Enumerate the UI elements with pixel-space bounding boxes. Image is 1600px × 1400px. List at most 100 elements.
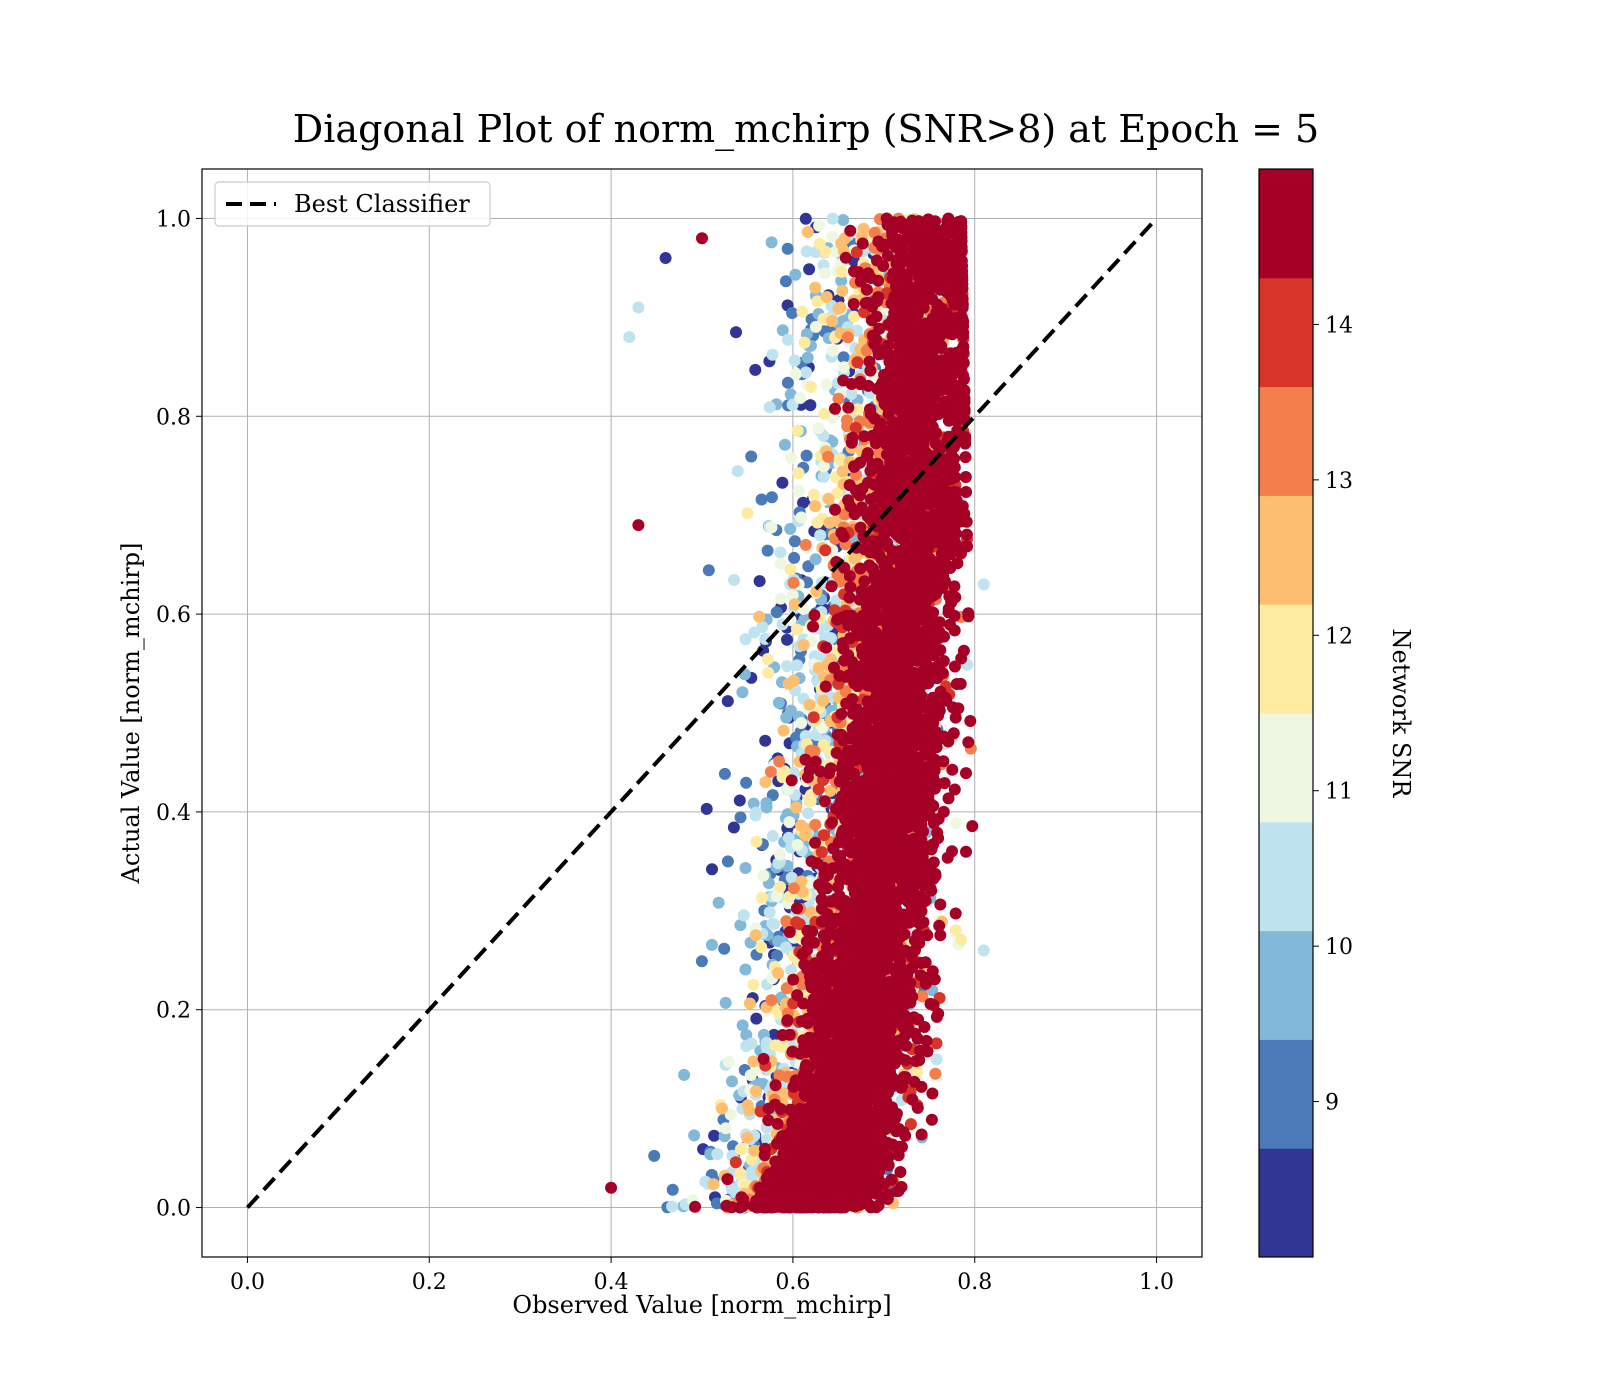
scatter-point: [726, 1183, 739, 1196]
scatter-point: [695, 955, 708, 968]
scatter-point: [776, 324, 789, 337]
scatter-point: [799, 829, 812, 842]
scatter-point: [782, 333, 794, 346]
scatter-point: [817, 460, 830, 473]
scatter-point: [950, 817, 962, 830]
scatter-point: [740, 1040, 753, 1052]
scatter-point: [809, 553, 822, 566]
scatter-point: [782, 783, 795, 796]
scatter-point: [798, 336, 811, 349]
scatter-point: [750, 835, 763, 848]
scatter-point: [739, 963, 752, 976]
scatter-point: [737, 909, 750, 922]
scatter-point: [740, 776, 753, 789]
scatter-point: [769, 1039, 782, 1052]
scatter-point: [678, 1068, 691, 1081]
scatter-point: [796, 305, 809, 318]
scatter-point: [791, 659, 804, 672]
scatter-point: [706, 863, 718, 876]
scatter-point: [781, 660, 793, 673]
scatter-point: [765, 491, 778, 504]
scatter-point: [761, 653, 774, 665]
scatter-point: [750, 1012, 763, 1025]
scatter-point: [790, 916, 803, 929]
scatter-point: [805, 381, 817, 393]
scatter-point: [739, 862, 752, 874]
scatter-point: [766, 789, 779, 802]
scatter-point: [789, 268, 802, 281]
scatter-point: [851, 356, 864, 369]
scatter-point: [825, 580, 838, 593]
scatter-point: [773, 755, 786, 768]
scatter-point: [856, 237, 869, 250]
scatter-point: [834, 301, 847, 314]
scatter-point: [826, 344, 839, 357]
scatter-point: [841, 331, 854, 344]
scatter-point: [770, 606, 783, 619]
scatter-point: [772, 967, 785, 980]
scatter-point: [724, 1108, 737, 1121]
scatter-point: [749, 363, 762, 376]
scatter-point: [788, 598, 801, 611]
scatter-point: [659, 252, 672, 264]
scatter-point: [813, 219, 826, 232]
scatter-point: [743, 997, 756, 1010]
scatter-point: [812, 783, 825, 796]
scatter-point: [781, 633, 793, 646]
scatter-point: [803, 263, 816, 276]
scatter-point: [801, 351, 814, 364]
scatter-point: [689, 1200, 702, 1213]
scatter-point: [721, 855, 734, 868]
scatter-point: [727, 821, 740, 834]
scatter-point: [722, 1055, 735, 1068]
scatter-point: [808, 609, 821, 622]
scatter-point: [934, 898, 947, 911]
scatter-point: [795, 819, 807, 832]
scatter-point: [835, 274, 848, 287]
scatter-point: [605, 1181, 618, 1194]
scatter-point: [719, 1122, 732, 1135]
scatter-point: [977, 944, 990, 957]
scatter-points: [605, 212, 990, 1214]
scatter-point: [809, 500, 822, 513]
scatter-point: [824, 784, 837, 797]
scatter-point: [829, 503, 841, 516]
scatter-point: [949, 907, 962, 920]
scatter-point: [772, 696, 785, 709]
scatter-point: [814, 529, 827, 542]
scatter-point: [809, 320, 822, 333]
scatter-point: [818, 407, 831, 420]
scatter-point: [730, 326, 742, 339]
scatter-point: [768, 1028, 780, 1041]
scatter-point: [854, 562, 867, 575]
scatter-point: [780, 711, 793, 724]
scatter-point: [948, 783, 961, 796]
scatter-point: [837, 214, 850, 226]
scatter-point: [790, 801, 803, 814]
scatter-point: [753, 610, 766, 623]
scatter-point: [836, 284, 849, 297]
scatter-point: [911, 1066, 923, 1079]
scatter-point: [822, 450, 835, 463]
scatter-point: [800, 245, 813, 258]
scatter-point: [718, 942, 731, 955]
scatter-point: [666, 1200, 679, 1213]
scatter-point: [849, 421, 862, 434]
scatter-point: [850, 246, 863, 259]
scatter-point: [763, 401, 776, 414]
scatter-point: [800, 366, 812, 379]
scatter-point: [834, 453, 846, 466]
scatter-point: [757, 869, 770, 882]
scatter-point: [761, 544, 774, 557]
scatter-point: [747, 797, 760, 810]
scatter-point: [696, 232, 708, 245]
scatter-point: [817, 694, 830, 707]
scatter-point: [794, 392, 807, 404]
scatter-point: [766, 917, 779, 930]
scatter-point: [892, 1149, 905, 1162]
scatter-point: [959, 451, 972, 464]
scatter-point: [739, 633, 752, 646]
scatter-point: [851, 403, 864, 416]
scatter-point: [791, 623, 804, 636]
scatter-point: [949, 924, 962, 937]
